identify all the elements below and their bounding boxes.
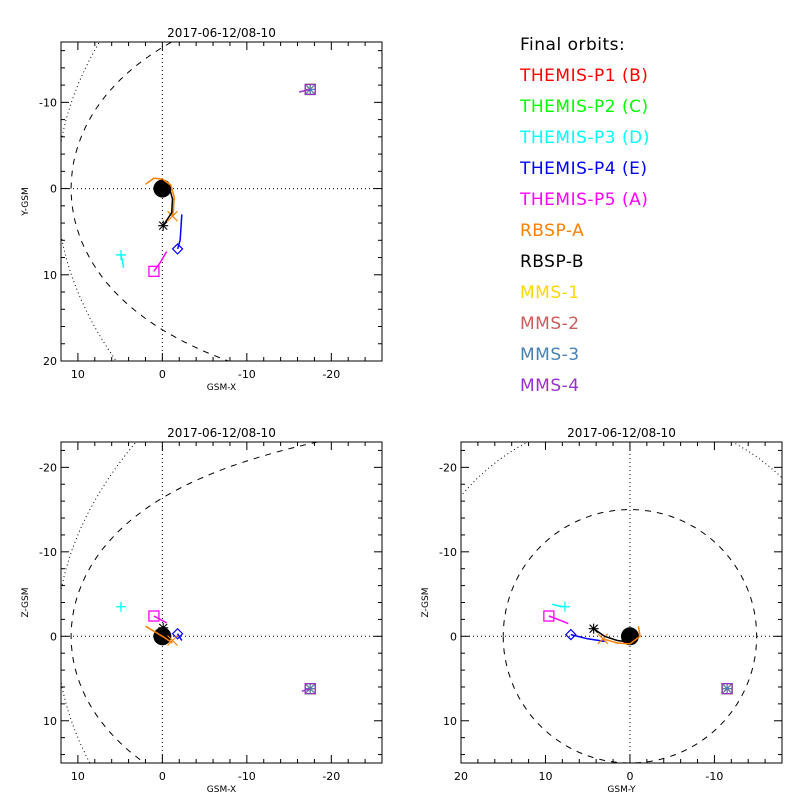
marker-square xyxy=(304,83,316,96)
marker-asterisk xyxy=(722,683,733,694)
magnetopause-boundary xyxy=(70,42,230,361)
legend: Final orbits: THEMIS-P1 (B) THEMIS-P2 (C)… xyxy=(520,30,650,402)
orbit-track xyxy=(176,214,183,250)
x-tick-label: 10 xyxy=(71,368,85,381)
marker-square xyxy=(148,610,160,622)
orbit-track xyxy=(593,628,631,643)
marker-plus xyxy=(559,601,570,612)
x-tick-label: 10 xyxy=(538,770,552,783)
x-tick-label: -10 xyxy=(238,770,256,783)
orbit-track xyxy=(145,177,175,217)
marker-square xyxy=(304,683,316,695)
x-axis-label: GSM-X xyxy=(207,785,236,795)
bow-shock-boundary xyxy=(461,442,782,497)
marker-plus xyxy=(115,249,126,260)
plot-frame xyxy=(60,41,383,362)
x-tick-label: -10 xyxy=(705,770,723,783)
y-tick-label: 10 xyxy=(43,715,57,728)
legend-item: THEMIS-P3 (D) xyxy=(520,128,650,148)
y-tick-label: 0 xyxy=(450,630,457,643)
orbit-track xyxy=(153,615,167,624)
y-tick-label: 0 xyxy=(50,630,57,643)
y-tick-label: -20 xyxy=(439,461,457,474)
x-tick-label: 0 xyxy=(159,368,166,381)
panel-xz: 10 0 -10 -20 10 0 -10 -20 2017-06-12/08-10 GSM-X Z… xyxy=(21,426,383,795)
y-tick-label: 0 xyxy=(50,183,57,196)
marker-asterisk xyxy=(158,220,169,231)
marker-asterisk xyxy=(305,683,316,694)
y-tick-label: -10 xyxy=(439,546,457,559)
magnetopause-boundary xyxy=(502,509,758,763)
earth xyxy=(620,627,639,646)
panel-xy: 10 0 -10 -20 -10 0 10 20 2017-06-12/08-10 GSM-X Y-… xyxy=(21,26,383,393)
legend-item: THEMIS-P2 (C) xyxy=(520,97,649,117)
panel-yz: 20 10 0 -10 10 0 -10 -20 2017-06-12/08-10 GSM-Y Z-… xyxy=(421,426,783,795)
x-axis-label: GSM-X xyxy=(207,383,236,393)
y-tick-label: 20 xyxy=(43,355,57,368)
orbit-track xyxy=(145,625,173,644)
orbit-track xyxy=(548,615,569,625)
marker-x xyxy=(167,635,178,646)
legend-item: RBSP-B xyxy=(520,252,585,272)
plot-area xyxy=(461,442,782,763)
legend-item: THEMIS-P5 (A) xyxy=(520,190,649,210)
orbit-track xyxy=(153,251,168,272)
orbit-track xyxy=(570,633,605,643)
plot-area xyxy=(61,42,382,361)
x-tick-label: 20 xyxy=(454,770,468,783)
legend-item: THEMIS-P4 (E) xyxy=(520,159,648,179)
x-tick-label: -10 xyxy=(238,368,256,381)
x-tick-label: -20 xyxy=(322,368,340,381)
marker-asterisk xyxy=(158,622,169,633)
chart-title: 2017-06-12/08-10 xyxy=(567,426,676,440)
legend-title: Final orbits: xyxy=(520,35,626,55)
y-axis-label: Z-GSM xyxy=(421,587,431,617)
x-tick-label: 0 xyxy=(159,770,166,783)
y-tick-label: 10 xyxy=(43,269,57,282)
marker-square xyxy=(721,683,733,695)
marker-asterisk xyxy=(588,623,599,634)
y-axis-label: Y-GSM xyxy=(21,187,31,216)
chart-title: 2017-06-12/08-10 xyxy=(167,426,276,440)
y-tick-label: -10 xyxy=(39,96,57,109)
orbit-track xyxy=(301,687,311,692)
x-tick-label: 10 xyxy=(71,770,85,783)
marker-x xyxy=(167,210,178,222)
plot-frame xyxy=(460,441,783,764)
magnetopause-boundary xyxy=(70,442,320,763)
x-tick-label: 0 xyxy=(626,770,633,783)
orbit-track xyxy=(602,626,641,645)
legend-item: THEMIS-P1 (B) xyxy=(520,66,649,86)
chart-title: 2017-06-12/08-10 xyxy=(167,26,276,40)
legend-item: MMS-4 xyxy=(520,376,580,396)
x-tick-label: -20 xyxy=(322,770,340,783)
x-axis-label: GSM-Y xyxy=(607,785,636,795)
marker-square xyxy=(543,610,555,622)
plot-area xyxy=(61,442,382,763)
bow-shock-boundary xyxy=(61,42,117,361)
marker-square xyxy=(148,265,160,277)
marker-plus xyxy=(115,601,126,612)
marker-diamond xyxy=(564,628,577,641)
marker-x xyxy=(597,633,609,645)
earth xyxy=(153,179,172,198)
y-axis-label: Z-GSM xyxy=(21,587,31,617)
marker-diamond xyxy=(171,627,184,640)
marker-diamond xyxy=(171,243,184,255)
legend-item: MMS-2 xyxy=(520,314,580,334)
y-tick-label: -10 xyxy=(39,546,57,559)
plot-frame xyxy=(60,441,383,764)
y-tick-label: 10 xyxy=(443,715,457,728)
orbit-track xyxy=(160,179,174,227)
bow-shock-boundary xyxy=(61,442,137,763)
legend-items: THEMIS-P1 (B) THEMIS-P2 (C) THEMIS-P3 (D) T… xyxy=(520,61,650,402)
legend-item: MMS-1 xyxy=(520,283,580,303)
legend-item: MMS-3 xyxy=(520,345,580,365)
y-tick-label: -20 xyxy=(39,461,57,474)
legend-item: RBSP-A xyxy=(520,221,585,241)
